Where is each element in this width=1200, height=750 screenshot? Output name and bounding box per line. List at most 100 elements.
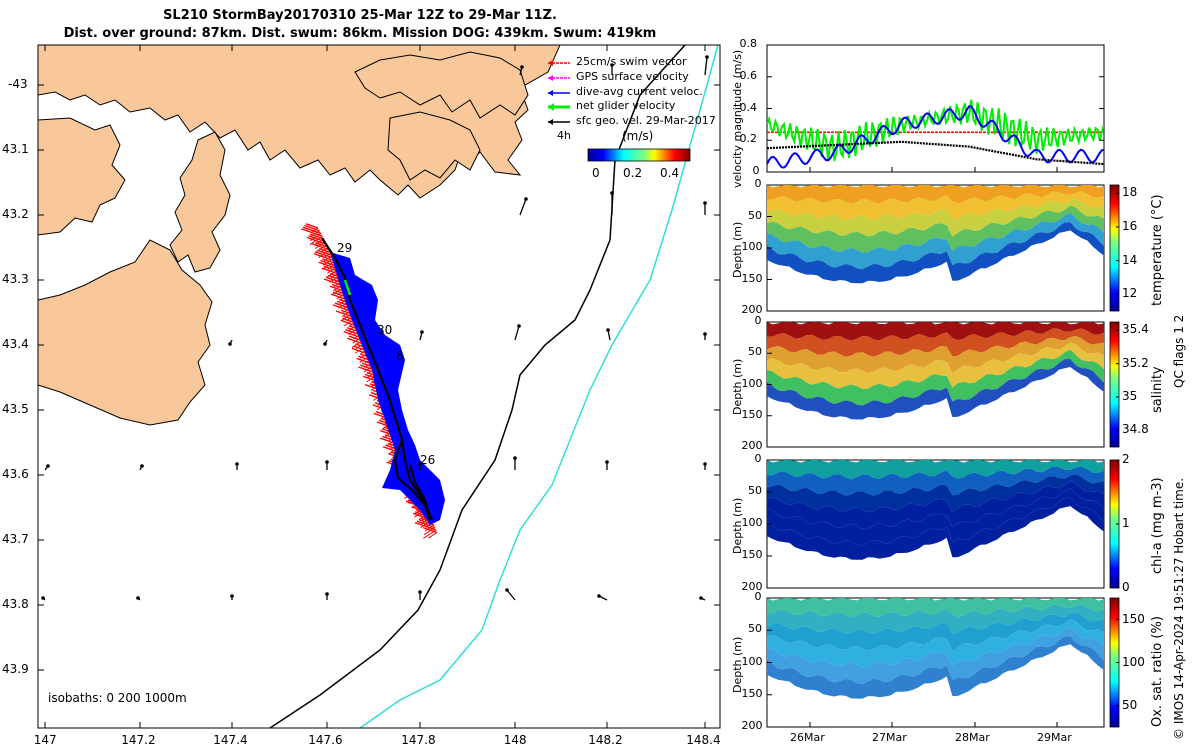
lat-tick-4: 43.4 [2, 337, 29, 351]
section-2-ylabel: Depth (m) [731, 497, 744, 554]
section-2-ytick-1: 50 [748, 484, 762, 497]
section-0-cbtick-2: 16 [1122, 219, 1138, 233]
lat-tick-0: -43 [8, 77, 28, 91]
lat-tick-2: 43.2 [2, 207, 29, 221]
lon-tick-3: 147.6 [308, 733, 343, 747]
lon-tick-5: 148 [503, 733, 527, 747]
section-panel-2 [766, 459, 1120, 589]
section-1-ytick-1: 50 [748, 345, 762, 359]
section-1-cbtick-3: 35.4 [1122, 322, 1149, 337]
chart-title-line1: SL210 StormBay20170310 25-Mar 12Z to 29-… [163, 8, 557, 23]
lon-tick-7: 148.4 [686, 733, 721, 747]
colorbar-tick-0: 0 [592, 166, 600, 180]
section-3-ytick-0: 0 [754, 590, 762, 603]
section-0-ytick-0: 0 [754, 177, 762, 190]
time-tick-3: 29Mar [1037, 731, 1072, 744]
section-panel-0 [766, 184, 1120, 312]
section-0-cbtick-0: 12 [1122, 286, 1138, 301]
qc-flags-text: QC flags 1 2 [1172, 314, 1186, 388]
section-2-cbtick-1: 1 [1122, 516, 1130, 530]
velocity-ytick-1: 0.2 [739, 132, 758, 146]
geo-arrow-2 [704, 56, 708, 76]
section-0-colorbar [1109, 184, 1120, 312]
section-1-colorbar [1109, 321, 1120, 448]
section-1-ytick-0: 0 [754, 314, 762, 327]
section-0-cbtick-1: 14 [1122, 252, 1138, 267]
legend-label-gps: GPS surface velocity [576, 70, 689, 83]
lon-tick-4: 147.8 [401, 733, 436, 747]
lat-tick-6: 43.6 [2, 467, 29, 481]
geo-arrow-9 [514, 325, 520, 341]
velocity-panel-box [766, 44, 1105, 173]
lat-tick-9: 43.9 [2, 662, 29, 676]
section-3-ytick-4: 200 [741, 719, 763, 732]
colorbar-tick-2: 0.4 [660, 166, 680, 180]
time-tick-1: 27Mar [872, 731, 907, 744]
geo-velocity-arrows [41, 55, 709, 601]
speed-colorbar [587, 148, 691, 162]
land-tasman-peninsula-west [38, 117, 126, 236]
credit-text: © IMOS 14-Apr-2024 19:51:27 Hobart time. [1172, 477, 1186, 740]
isobath-legend-text: isobaths: 0 200 1000m [48, 691, 187, 705]
section-1-colorbar-label: salinity [1150, 366, 1165, 414]
section-panel-3 [766, 597, 1120, 728]
section-3-ytick-2: 100 [741, 654, 763, 668]
section-0-ytick-4: 200 [741, 303, 763, 316]
section-0-ytick-1: 50 [748, 208, 762, 222]
lat-tick-3: 43.3 [2, 272, 29, 286]
colorbar-unit: (m/s) [622, 129, 654, 143]
velocity-series-3 [767, 140, 1104, 166]
glider-track-loop [393, 439, 432, 521]
section-panels [766, 167, 1120, 728]
legend-label-geo: sfc geo. vel. 29-Mar-2017 [576, 114, 716, 127]
section-1-ytick-2: 100 [741, 376, 763, 390]
lon-tick-0: 147 [33, 733, 57, 747]
velocity-ytick-0: 0 [752, 164, 760, 177]
time-tick-2: 28Mar [955, 731, 990, 744]
section-0-cbtick-3: 18 [1122, 185, 1138, 200]
velocity-series-2 [767, 105, 1104, 169]
time-tick-0: 26Mar [790, 731, 825, 744]
lat-tick-5: 43.5 [2, 402, 29, 416]
section-3-cbtick-2: 150 [1122, 611, 1145, 626]
section-3-ytick-1: 50 [748, 622, 762, 636]
land-south-peninsula [38, 239, 213, 426]
section-1-cbtick-1: 35 [1122, 389, 1138, 403]
net-glider-velocity [343, 279, 352, 296]
velocity-lines [767, 99, 1104, 169]
map-ticks [38, 45, 720, 728]
section-1-ytick-4: 200 [741, 439, 763, 452]
geo-arrow-25 [506, 589, 516, 601]
section-1-cbtick-2: 35.2 [1122, 355, 1149, 370]
section-2-ytick-3: 150 [741, 548, 763, 561]
section-2-ytick-4: 200 [741, 580, 763, 593]
colorbar-prefix: 4h [557, 129, 571, 142]
lon-tick-1: 147.2 [121, 733, 156, 747]
land-forestier-peninsula [169, 131, 231, 273]
velocity-series-1 [767, 99, 1104, 162]
velocity-ytick-3: 0.6 [739, 68, 758, 82]
lat-tick-7: 43.7 [2, 532, 29, 546]
velocity-ytick-4: 0.8 [739, 37, 758, 50]
section-3-ytick-3: 150 [741, 686, 763, 700]
section-2-ytick-0: 0 [754, 452, 762, 465]
section-3-cbtick-0: 50 [1122, 697, 1138, 712]
legend-label-net: net glider velocity [576, 99, 676, 112]
section-0-colorbar-label: temperature (°C) [1150, 194, 1165, 306]
land-east-island [354, 51, 529, 119]
velocity-ytick-2: 0.4 [739, 100, 758, 114]
section-0-ytick-3: 150 [741, 271, 763, 285]
day-label-8: 8 [396, 349, 404, 363]
lon-tick-2: 147.4 [213, 733, 248, 747]
section-3-cbtick-1: 100 [1122, 654, 1145, 669]
lat-tick-8: 43.8 [2, 597, 29, 611]
velocity-ylabel: velocity magnitude (m/s) [731, 49, 744, 188]
section-2-cbtick-0: 0 [1122, 580, 1130, 594]
section-1-ylabel: Depth (m) [731, 358, 744, 415]
section-0-ytick-2: 100 [741, 240, 763, 253]
colorbar-tick-1: 0.2 [623, 166, 643, 180]
day-label-26: 26 [420, 453, 436, 467]
map-axes-box [37, 44, 721, 729]
